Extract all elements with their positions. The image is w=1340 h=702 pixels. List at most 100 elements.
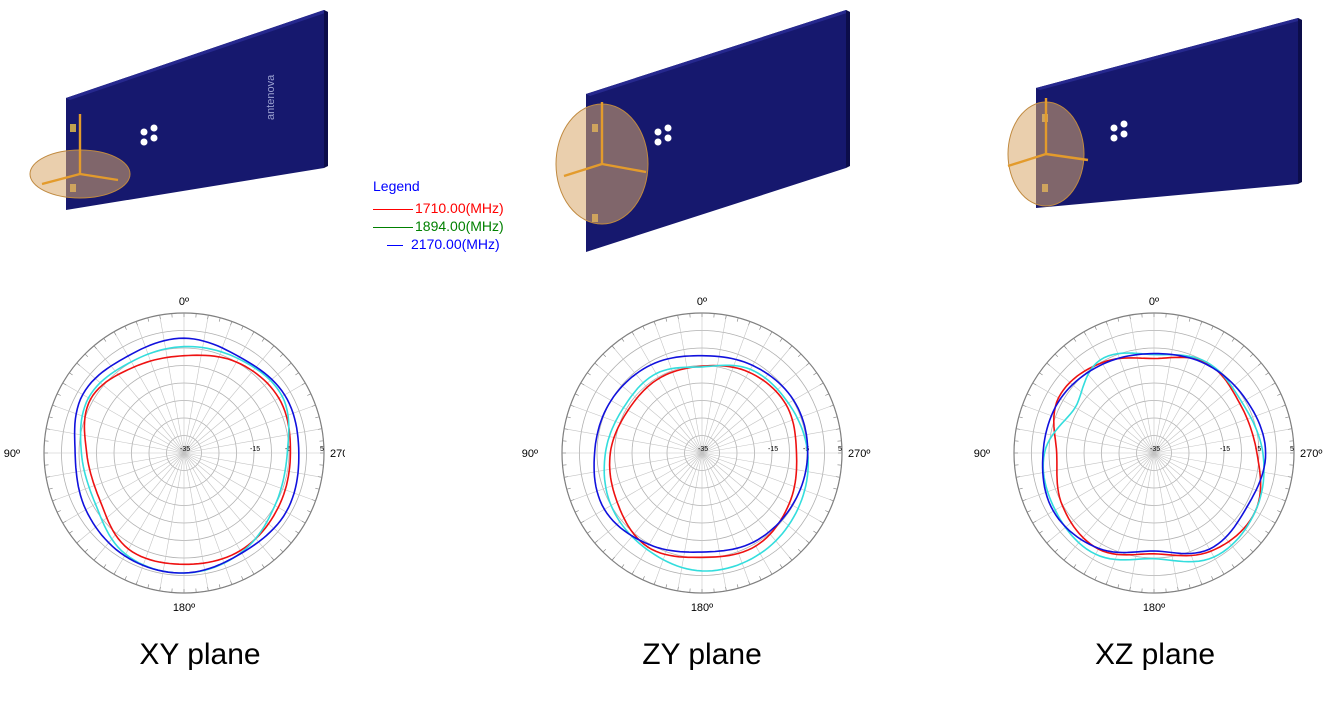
grid-tick bbox=[1231, 564, 1235, 568]
grid-spoke bbox=[701, 331, 773, 454]
grid-spoke bbox=[653, 321, 703, 454]
grid-spoke bbox=[159, 315, 185, 454]
angle-label-top: 0º bbox=[697, 296, 707, 308]
grid-spoke bbox=[62, 452, 185, 524]
series-line-1710 bbox=[1052, 356, 1262, 557]
grid-tick bbox=[1221, 331, 1225, 336]
grid-tick bbox=[147, 584, 150, 589]
grid-tick bbox=[103, 338, 107, 342]
grid-tick bbox=[295, 530, 299, 534]
angle-label-right: 270º bbox=[1300, 448, 1322, 460]
grid-tick bbox=[631, 331, 635, 336]
legend-line-1710 bbox=[373, 208, 413, 210]
grid-tick bbox=[825, 510, 830, 513]
grid-tick bbox=[135, 580, 138, 585]
grid-tick bbox=[251, 331, 255, 336]
grid-tick bbox=[611, 556, 615, 561]
grid-tick bbox=[69, 530, 73, 534]
grid-spoke bbox=[570, 452, 703, 502]
grid-spoke bbox=[1105, 321, 1155, 454]
grid-tick bbox=[835, 476, 840, 478]
grid-tick bbox=[62, 520, 67, 524]
grid-tick bbox=[1073, 564, 1077, 568]
grid-tick bbox=[574, 510, 579, 513]
grid-tick bbox=[1188, 317, 1191, 322]
grid-tick bbox=[1117, 584, 1120, 589]
grid-tick bbox=[566, 487, 571, 490]
board-illustration-xy: antenova bbox=[28, 4, 348, 214]
grid-spoke bbox=[611, 452, 703, 561]
radial-tick-label: -5 bbox=[1255, 446, 1261, 453]
grid-spoke bbox=[1046, 362, 1155, 454]
grid-tick bbox=[1221, 570, 1225, 575]
grid-spoke bbox=[564, 452, 703, 478]
grid-tick bbox=[93, 345, 97, 350]
grid-tick bbox=[301, 520, 306, 524]
grid-spoke bbox=[1153, 452, 1203, 585]
board-logo: antenova bbox=[265, 74, 277, 120]
grid-tick bbox=[631, 570, 635, 575]
grid-tick bbox=[813, 372, 817, 376]
grid-tick bbox=[1016, 428, 1021, 430]
grid-tick bbox=[819, 382, 824, 386]
radial-tick-label: -15 bbox=[250, 446, 260, 453]
grid-spoke bbox=[1129, 315, 1155, 454]
grid-tick bbox=[833, 416, 838, 419]
board-illustration-zy bbox=[550, 4, 870, 254]
grid-tick bbox=[1054, 548, 1059, 553]
radial-tick-label: 5 bbox=[838, 446, 842, 453]
grid-tick bbox=[261, 338, 265, 342]
grid-spoke bbox=[52, 452, 185, 502]
grid-spoke bbox=[76, 452, 185, 544]
grid-spoke bbox=[653, 452, 703, 585]
grid-tick bbox=[677, 315, 679, 320]
polar-plot-zy: -35 -15 -5 5 0º 180º 90º 270º bbox=[522, 296, 871, 614]
grid-tick bbox=[789, 345, 793, 350]
grid-spoke bbox=[611, 345, 703, 454]
grid-tick bbox=[1016, 476, 1021, 478]
grid-tick bbox=[1257, 540, 1262, 544]
radial-tick-label: -15 bbox=[768, 446, 778, 453]
grid-tick bbox=[287, 540, 292, 544]
grid-tick bbox=[1177, 586, 1179, 591]
grid-tick bbox=[1287, 428, 1292, 430]
grid-tick bbox=[48, 416, 53, 419]
grid-tick bbox=[311, 404, 316, 407]
grid-tick bbox=[587, 530, 591, 534]
series-line-1710 bbox=[608, 364, 798, 559]
grid-tick bbox=[52, 404, 57, 407]
grid-spoke bbox=[183, 452, 322, 478]
grid-tick bbox=[805, 540, 810, 544]
legend-entry-2170: 2170.00(MHz) bbox=[373, 235, 500, 253]
grid-spoke bbox=[1016, 428, 1155, 454]
grid-spoke bbox=[701, 452, 840, 478]
grid-tick bbox=[93, 556, 97, 561]
plane-label-xy: XY plane bbox=[139, 638, 261, 671]
grid-tick bbox=[287, 362, 292, 366]
series-line-1894 bbox=[79, 345, 290, 574]
legend-label-2170: 2170.00(MHz) bbox=[411, 236, 500, 252]
series-line-1894 bbox=[1042, 352, 1265, 563]
grid-tick bbox=[261, 564, 265, 568]
grid-tick bbox=[829, 404, 834, 407]
grid-tick bbox=[113, 331, 117, 336]
grid-spoke bbox=[701, 428, 840, 454]
grid-tick bbox=[759, 325, 762, 330]
grid-tick bbox=[1249, 548, 1254, 553]
grid-tick bbox=[1249, 353, 1254, 358]
grid-spoke bbox=[46, 428, 185, 454]
grid-tick bbox=[736, 584, 739, 589]
grid-tick bbox=[829, 499, 834, 502]
radial-tick-label: -35 bbox=[1150, 446, 1160, 453]
grid-spoke bbox=[1153, 362, 1262, 454]
grid-tick bbox=[833, 487, 838, 490]
grid-tick bbox=[621, 564, 625, 568]
grid-spoke bbox=[1129, 452, 1155, 591]
grid-tick bbox=[241, 576, 244, 581]
series-line-2170 bbox=[593, 354, 809, 554]
plane-label-zy: ZY plane bbox=[642, 638, 762, 671]
grid-spoke bbox=[701, 382, 824, 454]
grid-spoke bbox=[1153, 452, 1225, 575]
grid-spoke bbox=[1153, 331, 1225, 454]
grid-tick bbox=[1257, 362, 1262, 366]
